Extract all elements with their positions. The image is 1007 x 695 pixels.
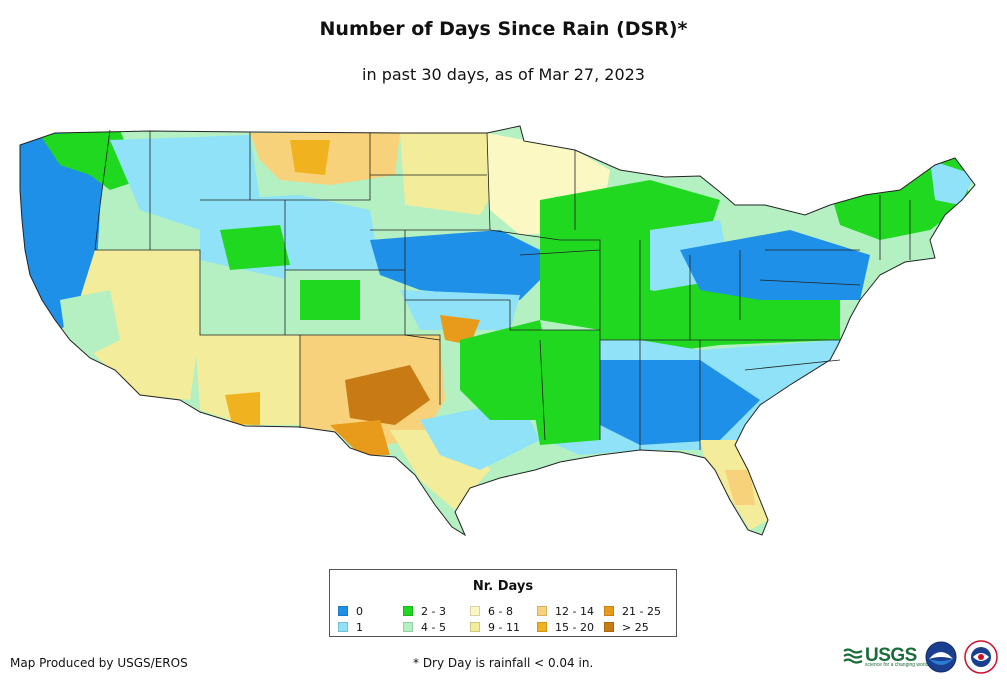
legend-grid: 0 2 - 3 6 - 8 12 - 14 21 - 25 1 4 - 5 9 - 11 15 … [338,603,670,635]
usgs-wave-icon [843,648,863,664]
legend-item: 21 - 25 [604,603,670,619]
legend-swatch [537,606,547,616]
legend-label: 9 - 11 [488,620,520,634]
usgs-logo: USGS science for a changing world [843,643,928,669]
region-northeast-0 [680,230,870,300]
region-texas-west-21-25 [330,420,390,455]
legend-label: 0 [356,604,363,618]
legend-label: 12 - 14 [555,604,594,618]
region-maine-1 [930,160,975,205]
legend-box: Nr. Days 0 2 - 3 6 - 8 12 - 14 21 - 25 1 4 - 5… [329,569,677,637]
usgs-tagline: science for a changing world [865,662,929,668]
legend-item: 9 - 11 [470,619,537,635]
legend-swatch [470,622,480,632]
region-texas-panhandle-gt25 [345,365,430,425]
legend-swatch [604,606,614,616]
region-arizona-9-11 [195,335,300,425]
region-florida-12-14 [725,470,755,505]
legend-title: Nr. Days [472,579,534,594]
legend-label: 21 - 25 [622,604,661,618]
map-title: Number of Days Since Rain (DSR)* [319,18,688,40]
legend-item: 2 - 3 [403,603,470,619]
legend-item: 6 - 8 [470,603,537,619]
region-colorado-2-3 [300,280,360,320]
legend-label: 6 - 8 [488,604,513,618]
footnote-text: * Dry Day is rainfall < 0.04 in. [413,656,594,670]
legend-item: 0 [338,603,403,619]
legend-label: 2 - 3 [421,604,446,618]
legend-swatch [604,622,614,632]
legend-swatch [470,606,480,616]
legend-item: 4 - 5 [403,619,470,635]
legend-swatch [403,606,413,616]
region-nebraska-0 [370,230,560,300]
region-georgia-0 [580,360,760,445]
dsr-color-fields [20,126,975,535]
legend-item: 15 - 20 [537,619,604,635]
usgs-logo-text: USGS [865,645,917,666]
region-utah-2-3 [220,225,290,270]
legend-swatch [338,606,348,616]
legend-swatch [403,622,413,632]
noaa-logo-icon [925,641,957,673]
legend-label: 15 - 20 [555,620,594,634]
region-midwest-2-3 [540,180,720,330]
legend-swatch [338,622,348,632]
legend-swatch [537,622,547,632]
legend-item: > 25 [604,619,670,635]
region-arkansas-2-3 [520,330,600,445]
region-montana-15-20 [290,140,330,175]
legend-label: 1 [356,620,363,634]
region-arizona-15-20 [225,392,260,425]
nws-logo-icon [964,640,998,674]
legend-label: > 25 [622,620,649,634]
region-nevada-9-11 [70,250,200,400]
region-socal-4-5 [60,290,120,355]
map-subtitle: in past 30 days, as of Mar 27, 2023 [362,65,645,84]
credit-text: Map Produced by USGS/EROS [10,656,188,670]
legend-item: 12 - 14 [537,603,604,619]
state-borders [94,129,911,450]
legend-item: 1 [338,619,403,635]
legend-label: 4 - 5 [421,620,446,634]
region-ndak-9-11 [400,133,500,215]
